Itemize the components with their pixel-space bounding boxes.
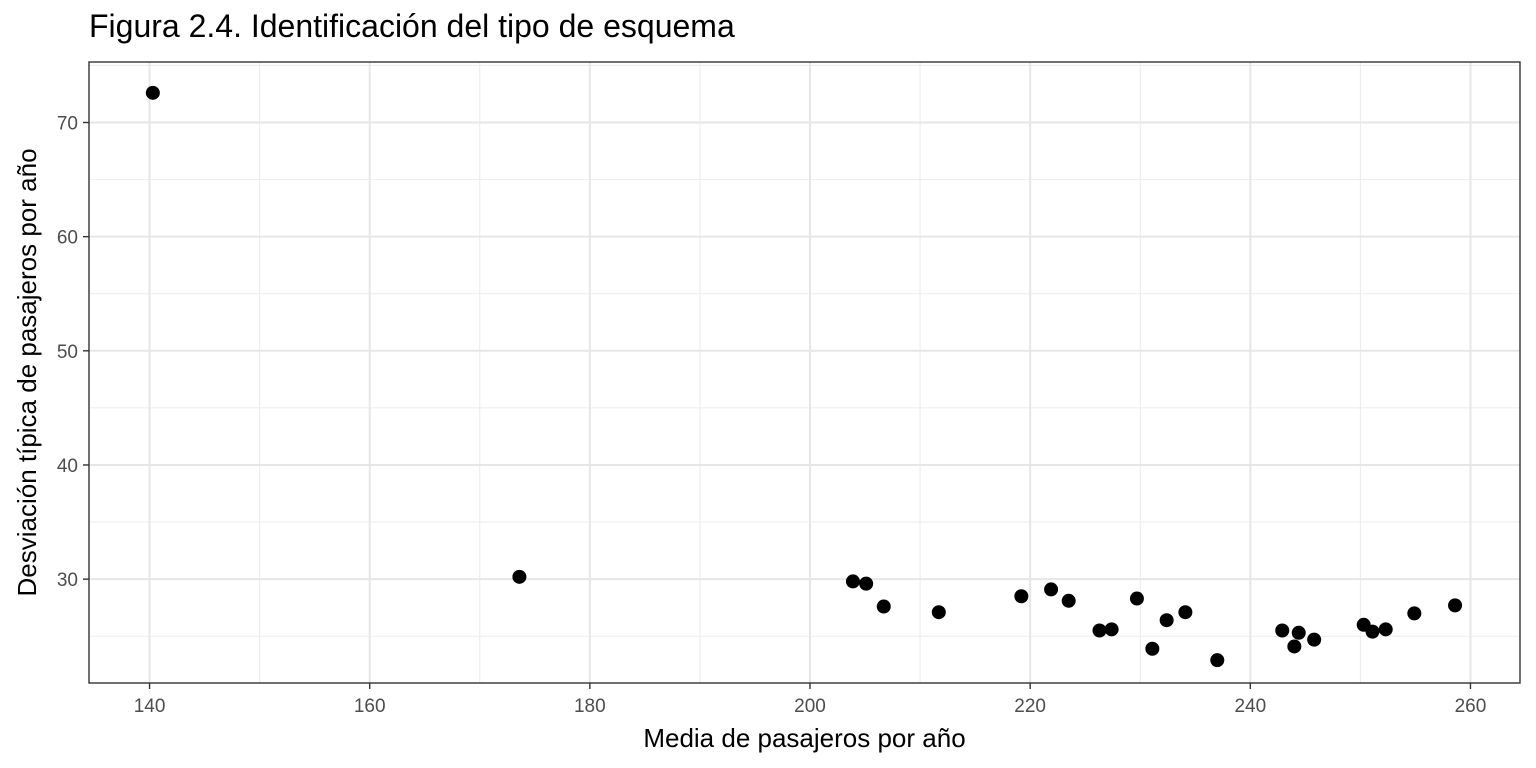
- x-tick-label: 240: [1234, 696, 1266, 717]
- data-point: [859, 576, 874, 591]
- data-point: [876, 599, 891, 614]
- x-tick-label: 140: [134, 696, 166, 717]
- data-point: [1307, 632, 1322, 647]
- data-point: [1014, 589, 1029, 604]
- data-point: [1365, 624, 1380, 639]
- y-axis-title: Desviación típica de pasajeros por año: [12, 148, 42, 596]
- plot-panel-background: [89, 62, 1520, 683]
- x-tick-label: 180: [574, 696, 606, 717]
- data-point: [1407, 606, 1422, 621]
- data-point: [845, 574, 860, 589]
- x-axis-title: Media de pasajeros por año: [643, 723, 965, 753]
- data-point: [1448, 598, 1463, 613]
- chart-title: Figura 2.4. Identificación del tipo de e…: [89, 8, 735, 44]
- data-point: [1104, 622, 1119, 637]
- y-tick-label: 40: [57, 456, 78, 477]
- data-point: [145, 85, 160, 100]
- major-gridlines: [89, 62, 1520, 683]
- data-point: [1210, 653, 1225, 668]
- x-tick-label: 200: [794, 696, 826, 717]
- data-point: [1287, 639, 1302, 654]
- y-tick-label: 30: [57, 570, 78, 591]
- data-point: [512, 569, 527, 584]
- x-tick-label: 260: [1455, 696, 1487, 717]
- data-points: [145, 85, 1463, 668]
- plot-panel-border: [88, 61, 1521, 684]
- data-point: [1378, 622, 1393, 637]
- data-point: [1159, 613, 1174, 628]
- data-point: [1129, 591, 1144, 606]
- data-point: [1275, 623, 1290, 638]
- y-tick-label: 70: [57, 114, 78, 135]
- x-axis: 140 160 180 200 220 240 260: [134, 683, 1487, 717]
- data-point: [1291, 625, 1306, 640]
- data-point: [1145, 641, 1160, 656]
- data-point: [1061, 593, 1076, 608]
- y-tick-label: 50: [57, 342, 78, 363]
- data-point: [1044, 582, 1059, 597]
- data-point: [931, 605, 946, 620]
- y-tick-label: 60: [57, 228, 78, 249]
- data-point: [1178, 605, 1193, 620]
- x-tick-label: 220: [1014, 696, 1046, 717]
- data-point: [1092, 623, 1107, 638]
- y-axis: 30 40 50 60 70: [57, 114, 89, 591]
- x-tick-label: 160: [354, 696, 386, 717]
